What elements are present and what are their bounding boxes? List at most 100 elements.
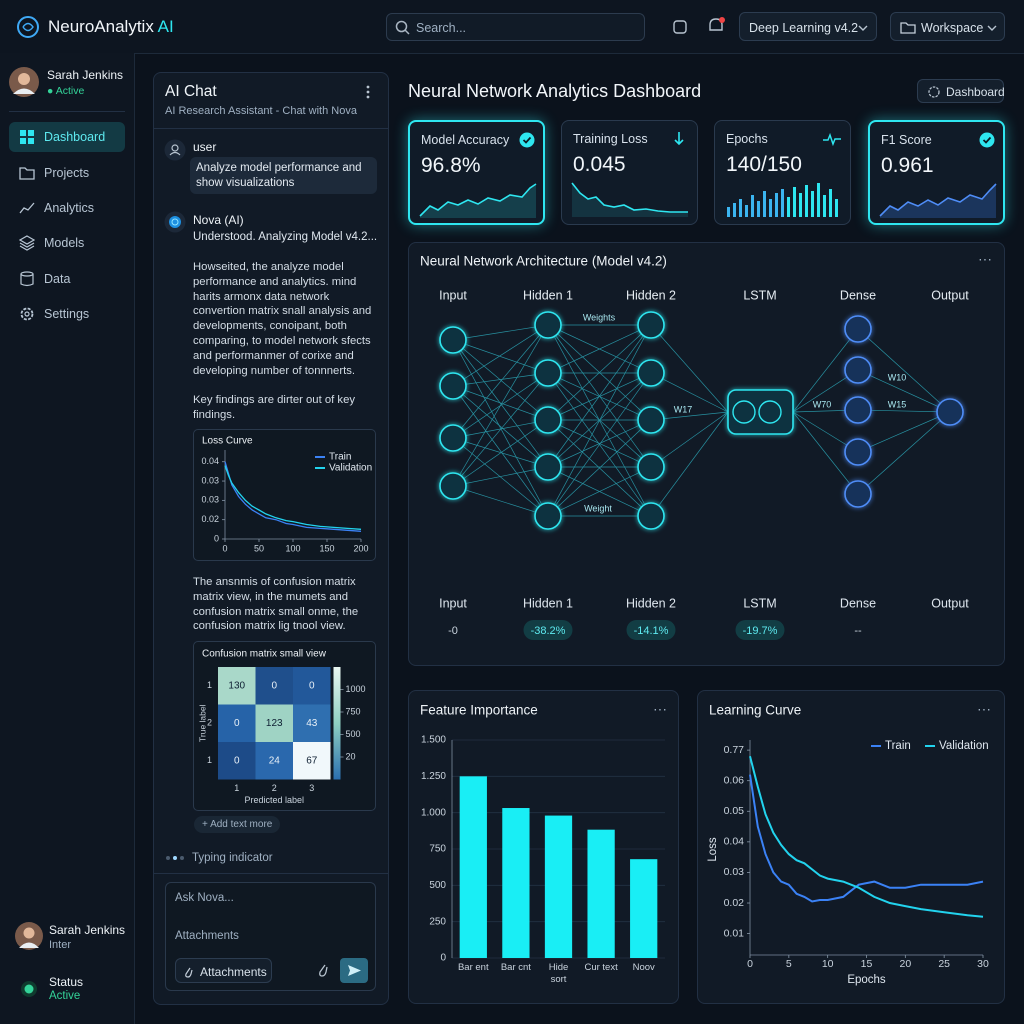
y-tick-label: 0.03 bbox=[724, 866, 745, 878]
summary-pill bbox=[735, 620, 785, 640]
neuron bbox=[534, 359, 562, 387]
colorbar bbox=[333, 667, 341, 780]
y-axis-label: Loss bbox=[707, 837, 719, 862]
workspace-label: Workspace bbox=[921, 21, 984, 35]
heatmap-cell bbox=[218, 704, 256, 742]
cell-label: 130 bbox=[228, 680, 245, 691]
x-tick-label: Noov bbox=[632, 962, 655, 973]
colorbar-label: 750 bbox=[346, 706, 361, 716]
help-icon[interactable] bbox=[672, 19, 688, 35]
x-tick-label: 0 bbox=[747, 958, 753, 970]
heatmap-cell bbox=[293, 704, 331, 742]
status-indicator bbox=[21, 981, 37, 997]
nav-item[interactable]: Models bbox=[9, 228, 125, 258]
legend-label: Validation bbox=[329, 463, 372, 474]
edge-label: W15 bbox=[888, 399, 907, 409]
more-icon[interactable]: ··· bbox=[977, 701, 991, 717]
nav-item[interactable]: Settings bbox=[9, 299, 125, 329]
heatmap-cell bbox=[218, 667, 256, 705]
attachments-button[interactable]: Attachments bbox=[175, 958, 272, 983]
message-text: Key findings are dirter out of key findi… bbox=[193, 394, 356, 421]
y-tick-label: 1.250 bbox=[421, 771, 446, 782]
summary-label: Output bbox=[931, 596, 969, 610]
edge bbox=[650, 324, 729, 413]
edge bbox=[452, 339, 549, 421]
brand-accent: AI bbox=[157, 17, 174, 36]
sidebar bbox=[0, 53, 135, 1024]
x-tick-label: 30 bbox=[977, 958, 989, 970]
chat-title: AI Chat bbox=[165, 83, 217, 100]
nav-icon bbox=[19, 235, 35, 251]
neuron bbox=[637, 311, 665, 339]
search-icon bbox=[395, 20, 410, 35]
nav-label: Settings bbox=[44, 307, 90, 321]
view-button[interactable]: Dashboard bbox=[917, 79, 1005, 103]
more-icon[interactable]: ··· bbox=[978, 251, 992, 267]
heatmap-cell bbox=[255, 704, 293, 742]
edge bbox=[452, 419, 549, 487]
x-tick-label: Cur text bbox=[584, 962, 618, 973]
y-tick-label: 0.02 bbox=[724, 897, 745, 909]
edge-label: W17 bbox=[674, 404, 693, 414]
y-tick-label: 0.03 bbox=[201, 495, 219, 505]
x-tick-label: 50 bbox=[254, 543, 264, 553]
layer-label: Dense bbox=[840, 288, 876, 302]
lstm-cell bbox=[758, 400, 782, 424]
add-more-chip[interactable]: + Add text more bbox=[194, 816, 281, 833]
workspace-select[interactable]: Workspace bbox=[890, 12, 1005, 41]
send-button[interactable] bbox=[340, 958, 368, 983]
x-tick-label: 150 bbox=[319, 543, 334, 553]
notification-icon[interactable] bbox=[706, 15, 726, 37]
nav-label: Dashboard bbox=[44, 130, 106, 144]
nav-item[interactable]: Dashboard bbox=[9, 122, 125, 152]
neuron bbox=[844, 315, 872, 343]
kpi-card: F1 Score 0.961 bbox=[868, 120, 1005, 225]
chart-title: Feature Importance bbox=[420, 703, 538, 718]
x-tick-label: 1 bbox=[234, 783, 239, 793]
cell-label: 0 bbox=[271, 680, 277, 691]
neuron bbox=[534, 453, 562, 481]
edge bbox=[452, 466, 549, 487]
clip-icon[interactable] bbox=[317, 962, 329, 978]
nav-icon bbox=[19, 202, 35, 214]
y-tick-label: 0.04 bbox=[201, 456, 219, 466]
more-icon[interactable]: ··· bbox=[653, 701, 667, 717]
chat-subtitle: AI Research Assistant - Chat with Nova bbox=[165, 105, 357, 117]
edge bbox=[452, 339, 549, 374]
user-status-text: Active bbox=[55, 85, 85, 97]
cell-label: 24 bbox=[269, 755, 281, 766]
edge bbox=[650, 411, 729, 468]
avatar bbox=[9, 67, 39, 97]
user-status: ● Active bbox=[47, 85, 84, 97]
model-select[interactable]: Deep Learning v4.2 bbox=[739, 12, 877, 41]
view-icon bbox=[928, 86, 940, 98]
y-tick-label: 750 bbox=[429, 844, 446, 855]
edge bbox=[452, 437, 549, 468]
nav-item[interactable]: Data bbox=[9, 264, 125, 294]
logo-icon bbox=[17, 16, 39, 38]
kpi-label: Epochs bbox=[726, 132, 768, 146]
y-tick-label: 1.500 bbox=[421, 735, 446, 746]
neuron bbox=[439, 326, 467, 354]
y-tick-label: 0.05 bbox=[724, 805, 745, 817]
message-text: Howseited, the analyze model performance… bbox=[193, 261, 372, 377]
menu-icon[interactable] bbox=[363, 84, 373, 100]
legend-label: Train bbox=[329, 452, 351, 463]
kpi-value: 96.8% bbox=[421, 154, 481, 177]
colorbar-label: 500 bbox=[346, 729, 361, 739]
x-tick-label: 200 bbox=[353, 543, 368, 553]
y-tick-label: 1.000 bbox=[421, 807, 446, 818]
line-series bbox=[749, 755, 984, 918]
bar bbox=[630, 859, 658, 958]
summary-value: -14.1% bbox=[634, 625, 669, 637]
nav-item[interactable]: Projects bbox=[9, 158, 125, 188]
check-icon bbox=[519, 132, 535, 148]
nav-item[interactable]: Analytics bbox=[9, 193, 125, 223]
neuron bbox=[637, 453, 665, 481]
neuron bbox=[439, 372, 467, 400]
layer-label: Hidden 2 bbox=[626, 288, 676, 302]
edge bbox=[650, 411, 729, 517]
x-tick-label: 2 bbox=[272, 783, 277, 793]
search-box[interactable]: Search... bbox=[386, 13, 645, 41]
